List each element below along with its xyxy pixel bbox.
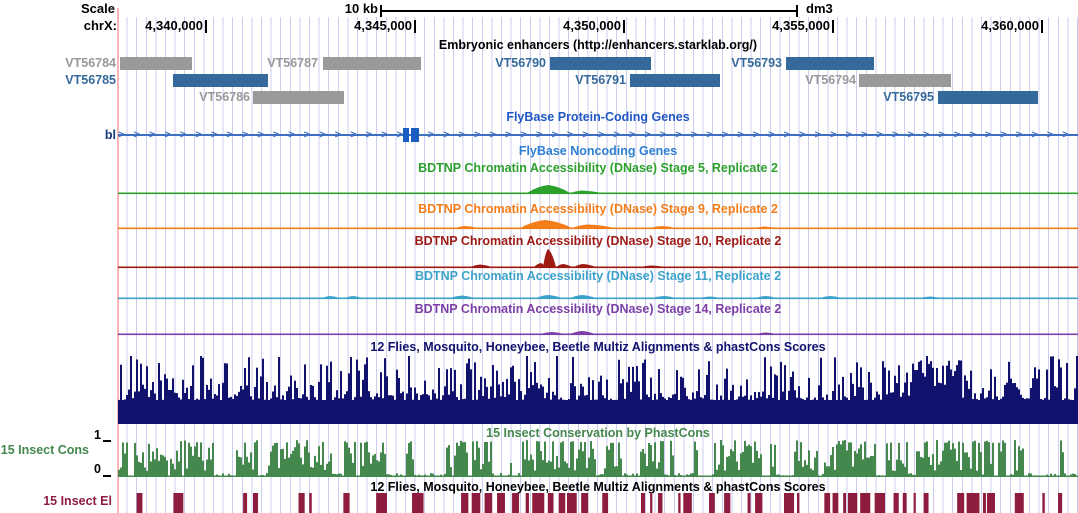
enhancer-label-vt56786: VT56786 [199,90,250,104]
enhancer-label-vt56795: VT56795 [883,90,934,104]
signal-plot-dnase-stage11[interactable] [118,277,1078,300]
gene-intron-line [118,134,1078,136]
ruler-tick-mark [832,20,834,33]
track-title-multiz[interactable]: 12 Flies, Mosquito, Honeybee, Beetle Mul… [370,340,826,354]
multiz-density-plot[interactable] [118,354,1078,424]
enhancer-label-vt56785: VT56785 [65,73,116,87]
enhancer-label-vt56794: VT56794 [805,73,856,87]
phastcons-left-label[interactable]: 15 Insect Cons [0,443,89,457]
ruler-tick-mark [414,20,416,33]
ruler-tick-mark [205,20,207,33]
enhancer-box-vt56790[interactable] [550,57,651,70]
scale-label: Scale [81,1,115,16]
track-title-embryonic-enhancers[interactable]: Embryonic enhancers (http://enhancers.st… [438,38,758,52]
track-title-phastcons[interactable]: 15 Insect Conservation by PhastCons [486,426,710,440]
track-title-dnase-stage10[interactable]: BDTNP Chromatin Accessibility (DNase) St… [414,234,782,248]
track-title-flybase-coding[interactable]: FlyBase Protein-Coding Genes [506,110,690,124]
ruler-tick-label: 4,340,000 [145,18,203,33]
enhancer-box-vt56784[interactable] [120,57,192,70]
enhancer-box-vt56787[interactable] [323,57,421,70]
enhancer-box-vt56785[interactable] [173,74,268,87]
enhancer-box-vt56795[interactable] [938,91,1038,104]
track-title-dnase-stage9[interactable]: BDTNP Chromatin Accessibility (DNase) St… [418,202,778,216]
ruler-tick-label: 4,355,000 [772,18,830,33]
enhancer-box-vt56786[interactable] [253,91,344,104]
enhancer-box-vt56793[interactable] [786,57,874,70]
enhancer-label-vt56791: VT56791 [575,73,626,87]
track-title-dnase-stage5[interactable]: BDTNP Chromatin Accessibility (DNase) St… [418,161,778,175]
ruler-tick-mark [623,20,625,33]
ruler-tick-label: 4,350,000 [563,18,621,33]
elements-left-label[interactable]: 15 Insect El [43,494,112,508]
enhancer-box-vt56791[interactable] [630,74,720,87]
enhancer-label-vt56793: VT56793 [731,56,782,70]
signal-plot-dnase-stage5[interactable] [118,172,1078,195]
axis-min-tick [103,475,111,477]
chromosome-label: chrX: [83,18,117,33]
gene-exon-block[interactable] [411,128,419,142]
track-title-dnase-stage14[interactable]: BDTNP Chromatin Accessibility (DNase) St… [414,302,782,316]
ruler-tick-label: 4,345,000 [354,18,412,33]
axis-min-label: 0 [94,462,101,476]
track-title-dnase-stage11[interactable]: BDTNP Chromatin Accessibility (DNase) St… [414,269,782,283]
scale-bar-value: 10 kb [344,1,378,16]
enhancer-label-vt56787: VT56787 [267,56,318,70]
phastcons-wiggle-plot[interactable] [118,440,1078,477]
scale-bar-end-tick [796,5,798,17]
axis-max-tick [103,440,111,442]
scale-bar-line [381,10,797,12]
signal-plot-dnase-stage9[interactable] [118,207,1078,230]
position-marker-line [117,8,119,513]
gene-chevron-line[interactable]: > > > > > > > > > > > > > > > > > > > > … [118,128,1078,142]
gene-exon-block[interactable] [403,128,409,142]
conservation-elements-plot[interactable] [118,493,1078,513]
signal-plot-dnase-stage14[interactable] [118,313,1078,336]
ruler-tick-label: 4,360,000 [981,18,1039,33]
enhancer-box-vt56794[interactable] [859,74,951,87]
assembly-label: dm3 [806,1,833,16]
ruler-tick-mark [1041,20,1043,33]
enhancer-label-vt56790: VT56790 [495,56,546,70]
track-title-flybase-noncoding[interactable]: FlyBase Noncoding Genes [518,144,678,158]
signal-plot-dnase-stage10[interactable] [118,246,1078,269]
track-title-multiz-bottom[interactable]: 12 Flies, Mosquito, Honeybee, Beetle Mul… [370,480,826,494]
gene-symbol-label[interactable]: bl [104,128,116,142]
enhancer-label-vt56784: VT56784 [65,56,116,70]
scale-bar-end-tick [380,5,382,17]
axis-max-label: 1 [94,428,101,442]
gene-strand-chevrons-icon: > > > > > > > > > > > > > > > > > > > > … [118,129,1072,141]
